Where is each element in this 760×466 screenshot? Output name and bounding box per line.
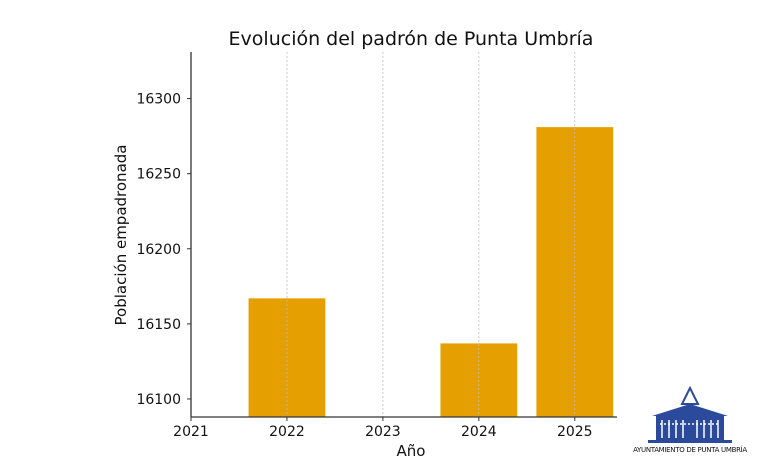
x-tick-label: 2022 bbox=[269, 424, 305, 440]
y-tick-label: 16300 bbox=[136, 92, 181, 108]
y-tick-label: 16100 bbox=[136, 392, 181, 408]
chart-title: Evolución del padrón de Punta Umbría bbox=[229, 28, 594, 50]
x-tick-label: 2023 bbox=[365, 424, 401, 440]
x-axis-label: Año bbox=[397, 442, 426, 460]
logo-text: AYUNTAMIENTO DE PUNTA UMBRÍA bbox=[633, 446, 747, 454]
x-tick-label: 2021 bbox=[173, 424, 209, 440]
x-tick-label: 2024 bbox=[461, 424, 497, 440]
y-tick-label: 16250 bbox=[136, 167, 181, 183]
town-hall-icon bbox=[648, 386, 732, 443]
y-tick-label: 16150 bbox=[136, 317, 181, 333]
ayuntamiento-logo: AYUNTAMIENTO DE PUNTA UMBRÍA bbox=[622, 386, 758, 462]
x-tick-label: 2025 bbox=[557, 424, 593, 440]
y-tick-label: 16200 bbox=[136, 242, 181, 258]
y-axis-label: Población empadronada bbox=[112, 145, 130, 326]
